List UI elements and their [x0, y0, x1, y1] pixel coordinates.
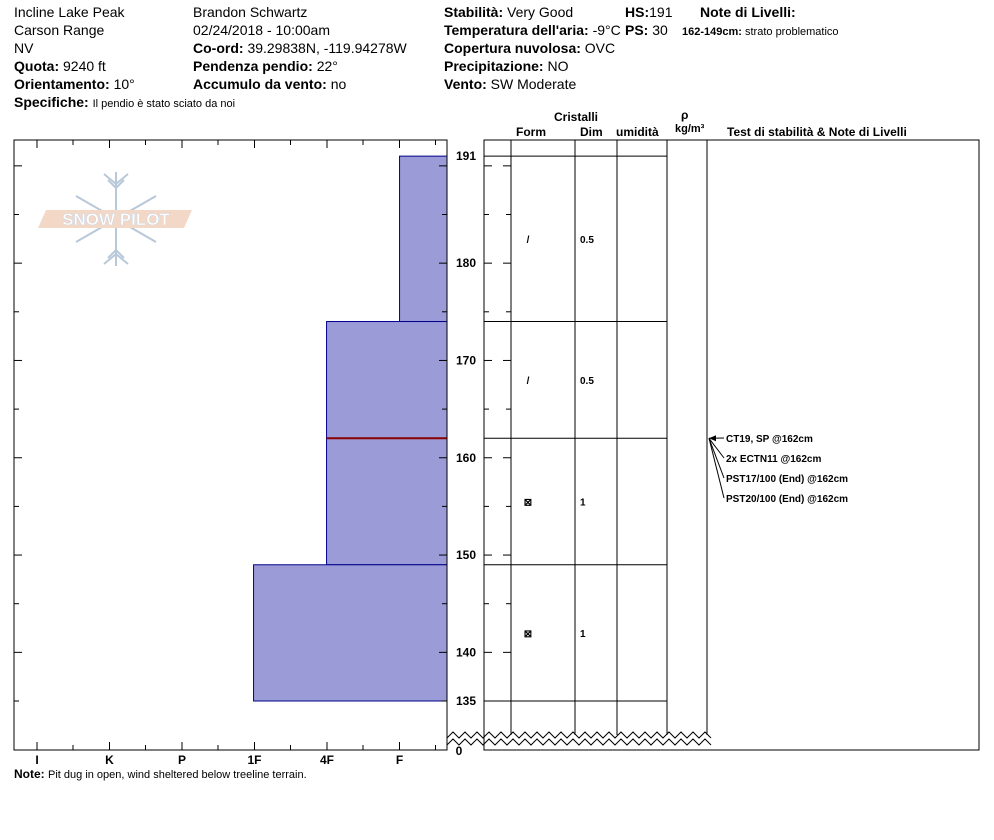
- hardness-label: I: [35, 753, 38, 767]
- svg-text:SNOW PILOT: SNOW PILOT: [62, 210, 170, 229]
- range-name: Carson Range: [14, 22, 105, 38]
- wind-loading: Accumulo da vento: no: [193, 76, 347, 92]
- stability-notes-header: Test di stabilità & Note di Livelli: [727, 125, 907, 139]
- footer-note: Note: Pit dug in open, wind sheltered be…: [14, 767, 307, 781]
- hardness-label: 1F: [247, 753, 261, 767]
- hardness-label: K: [105, 753, 114, 767]
- state-name: NV: [14, 40, 34, 56]
- depth-tick-label: 135: [456, 694, 476, 708]
- sky-cover: Copertura nuvolosa: OVC: [444, 40, 616, 56]
- hardness-label: F: [396, 753, 403, 767]
- leader-arrow-icon: [709, 435, 716, 442]
- table-frame: [483, 139, 980, 751]
- layer-bar: [326, 437, 448, 566]
- crystal-form: /: [527, 376, 530, 387]
- aspect: Orientamento: 10°: [14, 76, 135, 92]
- pit-depth: PS: 30: [625, 22, 668, 38]
- hardness-label: 4F: [320, 753, 334, 767]
- precipitation: Precipitazione: NO: [444, 58, 569, 74]
- layer-bar: [399, 155, 448, 323]
- crystal-size: 0.5: [580, 376, 594, 387]
- density-unit-header: kg/m³: [675, 123, 705, 135]
- depth-tick-label: 170: [456, 353, 476, 367]
- air-temperature: Temperatura dell'aria: -9°C: [444, 22, 621, 38]
- crystal-size: 1: [580, 629, 586, 640]
- rho-header: ρ: [681, 108, 689, 122]
- stability: Stabilità: Very Good: [444, 4, 574, 20]
- depth-tick-label: 140: [456, 645, 476, 659]
- location-name: Incline Lake Peak: [14, 4, 125, 20]
- layer-bar: [253, 564, 448, 702]
- form-header: Form: [516, 125, 546, 139]
- axis-break-line: [446, 738, 712, 746]
- wind: Vento: SW Moderate: [444, 76, 577, 92]
- layer-bar: [326, 321, 448, 439]
- depth-tick-label: 160: [456, 451, 476, 465]
- snow-pilot-logo: SNOW PILOT: [38, 210, 192, 229]
- slope-angle: Pendenza pendio: 22°: [193, 58, 338, 74]
- observation-datetime: 02/24/2018 - 10:00am: [193, 22, 330, 38]
- crystal-form: ⊠: [524, 498, 532, 509]
- size-header: Dim: [580, 125, 603, 139]
- stability-test-label: 2x ECTN11 @162cm: [726, 454, 821, 465]
- hardness-layers: [253, 155, 448, 702]
- moisture-header: umidità: [616, 125, 659, 139]
- hardness-axis: I K P 1F 4F F: [35, 140, 436, 767]
- leader-line: [708, 438, 725, 479]
- depth-tick-label: 191: [456, 149, 476, 163]
- stability-test-label: PST17/100 (End) @162cm: [726, 474, 848, 485]
- crystal-form: ⊠: [524, 629, 532, 640]
- crystal-size: 0.5: [580, 235, 594, 246]
- layer-notes-title: Note di Livelli:: [700, 4, 796, 20]
- layer-note: 162-149cm: strato problematico: [682, 26, 839, 38]
- depth-tick-label: 150: [456, 548, 476, 562]
- crystal-size: 1: [580, 498, 586, 509]
- hardness-label: P: [178, 753, 186, 767]
- crystal-form: /: [527, 235, 530, 246]
- details: Specifiche: Il pendio è stato sciato da …: [14, 94, 236, 110]
- hardness-plot-frame: [13, 139, 448, 751]
- snow-height: HS:191: [625, 4, 673, 20]
- coordinates: Co-ord: 39.29838N, -119.94278W: [193, 40, 407, 56]
- crystal-table: / 0.5 / 0.5 ⊠ 1 ⊠ 1: [524, 235, 595, 640]
- leader-line: [708, 437, 725, 459]
- depth-zero-label: 0: [456, 744, 463, 758]
- chart-frames: [13, 139, 980, 751]
- stability-test-label: PST20/100 (End) @162cm: [726, 494, 848, 505]
- depth-axis: 135 140 150 160 170 180 191 0: [14, 149, 511, 758]
- crystals-header: Cristalli: [554, 110, 599, 124]
- stability-notes: CT19, SP @162cm 2x ECTN11 @162cm PST17/100…: [708, 434, 848, 505]
- depth-tick-label: 180: [456, 256, 476, 270]
- elevation: Quota: 9240 ft: [14, 58, 106, 74]
- stability-test-label: CT19, SP @162cm: [726, 434, 813, 445]
- observer-name: Brandon Schwartz: [193, 4, 308, 20]
- leader-line: [708, 438, 725, 499]
- axis-break-line: [446, 731, 712, 739]
